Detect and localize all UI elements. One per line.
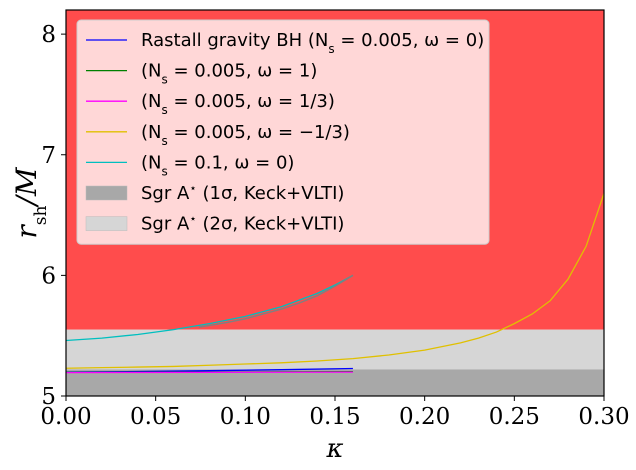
legend-label-6: Sgr A⋆ (1σ, Keck+VLTI) [141,181,344,204]
legend-swatch-6 [85,185,128,201]
x-tick-label: 0.30 [578,404,629,430]
region-sgr-a-1-keck-vlti [66,369,604,396]
x-tick-label: 0.15 [309,404,360,430]
data-series [65,193,605,374]
y-tick-label: 5 [41,384,56,410]
series-line-5 [65,274,354,342]
legend-swatch-7 [85,216,128,231]
x-tick-label: 0.20 [399,404,450,430]
legend-label-3: (Ns = 0.005, ω = 1/3) [141,91,335,117]
legend-label-7: Sgr A⋆ (2σ, Keck+VLTI) [141,212,344,235]
y-tick-label: 7 [41,143,56,169]
y-axis-ticks: 5 6 7 8 [41,22,66,410]
x-tick-label: 0.10 [220,404,271,430]
legend-box [76,19,490,245]
y-tick-label: 8 [41,22,56,48]
x-axis-ticks: 0.00 0.05 0.10 0.15 0.20 0.25 0.30 [40,396,630,430]
legend-label-5: (Ns = 0.1, ω = 0) [141,152,294,178]
x-axis-label: κ [325,434,343,464]
y-axis-label: rsh/M [10,166,51,239]
legend-label-1: Rastall gravity BH (Ns = 0.005, ω = 0) [141,30,484,56]
legend-label-2: (Ns = 0.005, ω = 1) [141,61,317,87]
x-tick-label: 0.25 [489,404,540,430]
legend-label-4: (Ns = 0.005, ω = −1/3) [141,122,350,148]
y-tick-label: 6 [41,263,56,289]
x-tick-label: 0.05 [130,404,181,430]
region-sgr-a-2-keck-vlti [66,329,604,370]
x-tick-label: 0.00 [40,404,91,430]
legend: Rastall gravity BH (Ns = 0.005, ω = 0) (N… [76,19,490,245]
series-overlay-line [198,274,354,328]
series-line-4 [65,193,605,369]
